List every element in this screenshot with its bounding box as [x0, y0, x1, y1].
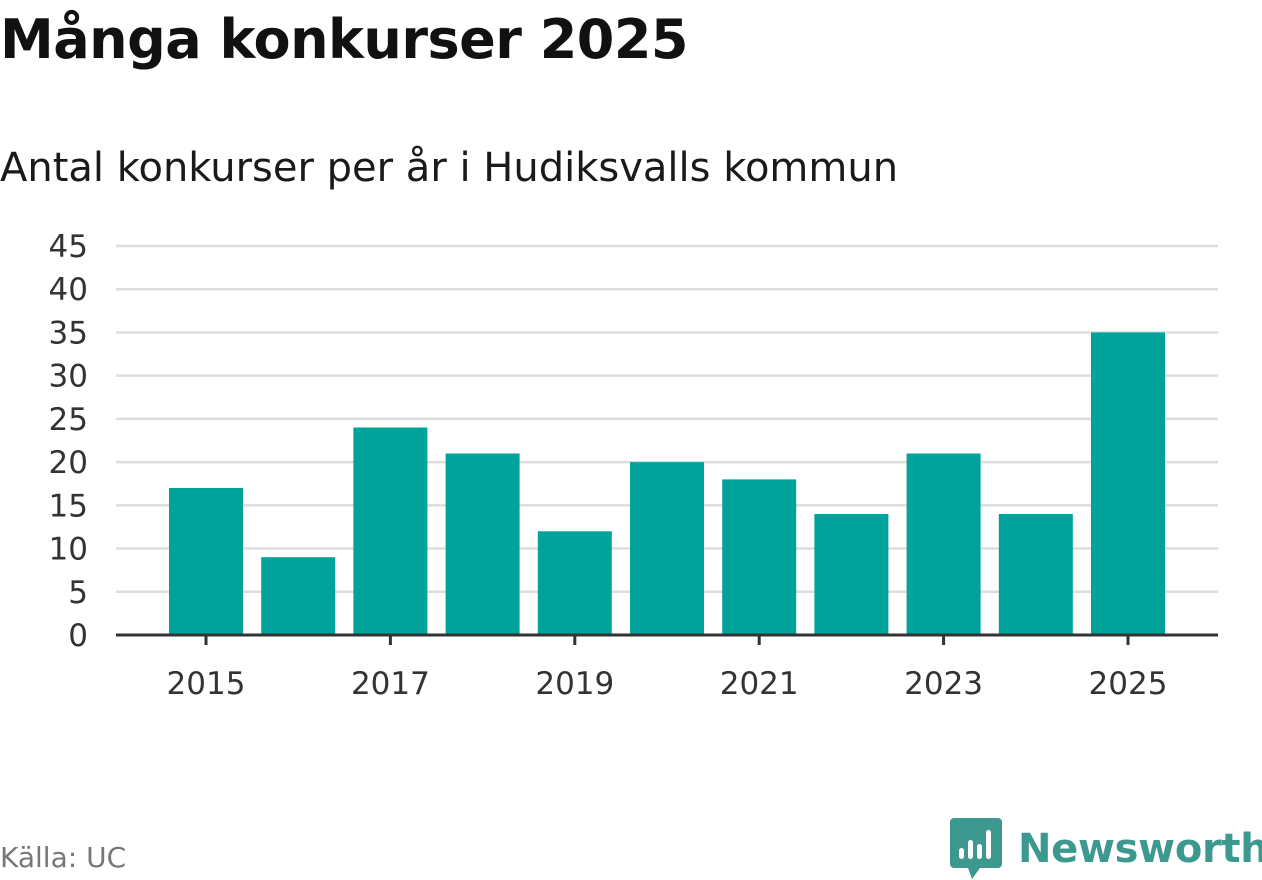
- y-tick-label: 40: [49, 272, 88, 308]
- chart-title: Många konkurser 2025: [0, 8, 689, 71]
- x-tick-label: 2025: [1089, 666, 1168, 702]
- x-tick-labels: 2015 2017 2019 2021 2023 2025: [167, 666, 1168, 702]
- y-tick-label: 30: [49, 359, 88, 395]
- y-tick-label: 0: [68, 618, 88, 654]
- bar-2017: [353, 427, 428, 635]
- x-tick-label: 2015: [167, 666, 246, 702]
- y-tick-label: 15: [49, 488, 88, 524]
- y-tick-label: 35: [49, 315, 88, 351]
- bar-2024: [998, 514, 1073, 635]
- y-tick-label: 5: [68, 575, 88, 611]
- x-tick-label: 2021: [720, 666, 799, 702]
- bar-2016: [261, 557, 336, 635]
- chart-subtitle: Antal konkurser per år i Hudiksvalls kom…: [0, 145, 899, 191]
- bars: [169, 332, 1165, 635]
- bar-2019: [537, 531, 612, 635]
- x-tick-label: 2023: [904, 666, 983, 702]
- bar-2020: [630, 462, 704, 635]
- y-tick-labels: 0 5 10 15 20 25 30 35 40 45: [49, 229, 88, 654]
- x-tick-label: 2019: [535, 666, 614, 702]
- bar-2023: [906, 453, 981, 635]
- brand-logo: Newsworthy: [950, 818, 1262, 880]
- bar-2018: [445, 453, 520, 635]
- bar-2022: [814, 514, 889, 635]
- bar-2025: [1091, 332, 1165, 635]
- bar-2021: [722, 479, 797, 635]
- source-note: Källa: UC: [0, 841, 127, 874]
- y-tick-label: 10: [49, 532, 88, 568]
- x-tick-label: 2017: [351, 666, 430, 702]
- y-tick-label: 20: [49, 445, 88, 481]
- bar-2015: [169, 488, 243, 635]
- y-tick-label: 45: [49, 229, 88, 265]
- x-axis: [116, 633, 1218, 645]
- y-tick-label: 25: [49, 402, 88, 438]
- bar-chart-speech-bubble-icon: [950, 818, 1002, 879]
- brand-name: Newsworthy: [1018, 826, 1262, 872]
